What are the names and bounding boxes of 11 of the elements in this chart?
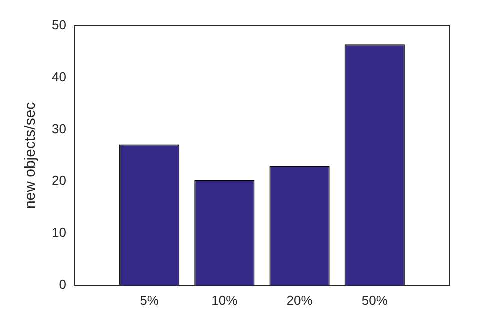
x-tick-label: 5% — [140, 292, 160, 308]
y-tick-label: 40 — [52, 69, 66, 84]
x-tick-label: 50% — [362, 292, 388, 308]
y-tick-label: 10 — [52, 225, 66, 240]
y-tick-label: 0 — [59, 276, 66, 292]
y-tick-label: 50 — [52, 18, 66, 33]
y-tick-label: 30 — [52, 121, 66, 136]
y-axis-title: new objects/sec — [22, 102, 40, 210]
x-tick-label: 10% — [212, 292, 238, 308]
y-tick-label: 20 — [52, 173, 66, 188]
x-tick-label: 20% — [286, 292, 314, 308]
